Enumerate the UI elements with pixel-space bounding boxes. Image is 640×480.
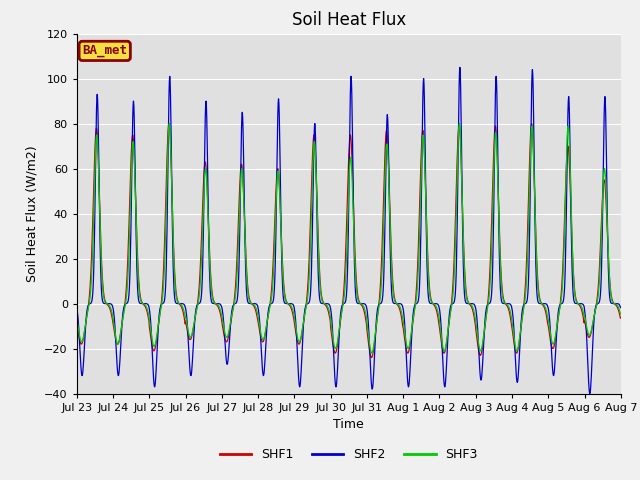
Y-axis label: Soil Heat Flux (W/m2): Soil Heat Flux (W/m2) <box>26 145 38 282</box>
SHF1 <box>616 315 624 321</box>
SHF2 <box>616 305 624 311</box>
SHF3 <box>181 312 189 318</box>
SHF1 <box>367 355 375 360</box>
SHF1 <box>194 296 202 302</box>
SHF1 <box>505 306 513 312</box>
Legend: SHF1, SHF2, SHF3: SHF1, SHF2, SHF3 <box>214 443 483 466</box>
Line: SHF2: SHF2 <box>77 67 620 394</box>
Line: SHF1: SHF1 <box>77 124 620 358</box>
SHF2 <box>180 302 188 308</box>
SHF3 <box>255 319 263 324</box>
Title: Soil Heat Flux: Soil Heat Flux <box>292 11 406 29</box>
SHF3 <box>194 300 202 306</box>
SHF1 <box>553 328 561 334</box>
SHF3 <box>166 121 173 127</box>
SHF2 <box>552 337 560 343</box>
SHF3 <box>434 308 442 313</box>
X-axis label: Time: Time <box>333 418 364 431</box>
Text: BA_met: BA_met <box>82 44 127 58</box>
SHF3 <box>616 311 624 317</box>
SHF2 <box>456 64 464 70</box>
SHF2 <box>73 305 81 311</box>
Line: SHF3: SHF3 <box>77 124 620 353</box>
SHF2 <box>504 301 512 307</box>
SHF2 <box>194 301 202 307</box>
SHF1 <box>73 321 81 326</box>
SHF1 <box>255 324 263 330</box>
SHF3 <box>505 303 513 309</box>
SHF1 <box>434 312 442 318</box>
SHF2 <box>433 301 441 307</box>
SHF3 <box>368 350 376 356</box>
SHF3 <box>553 325 561 331</box>
SHF1 <box>165 121 173 127</box>
SHF3 <box>73 315 81 321</box>
SHF2 <box>255 308 262 313</box>
SHF1 <box>181 318 189 324</box>
SHF2 <box>586 391 594 396</box>
